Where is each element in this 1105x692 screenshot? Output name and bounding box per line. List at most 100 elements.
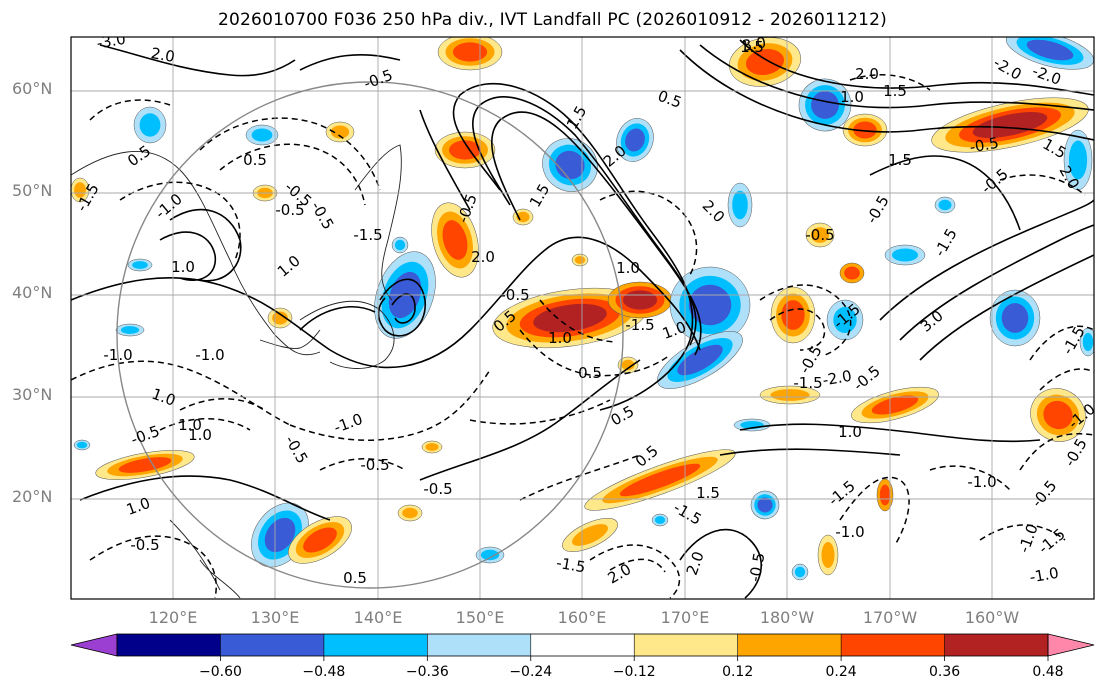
divergence-patch	[1043, 400, 1073, 430]
lat-label-50: 50°N	[12, 181, 52, 200]
colorbar-bin	[944, 634, 1049, 656]
contour-dashed	[609, 558, 666, 573]
divergence-patch	[619, 463, 701, 497]
contour-label: 1.0	[548, 329, 572, 347]
contour-solid	[739, 39, 1094, 96]
contour-dashed	[179, 398, 266, 411]
divergence-patch	[938, 199, 952, 211]
colorbar-tick-label: 0.48	[1032, 664, 1063, 680]
lon-label-180w: 180°W	[760, 608, 815, 627]
contour-dashed	[199, 117, 381, 191]
contour-label: -0.5	[130, 536, 159, 554]
contour-dashed	[219, 143, 366, 206]
contour-label: -1.5	[353, 226, 382, 244]
divergence-patch	[251, 128, 273, 142]
lon-axis: 120°E 130°E 140°E 150°E 160°E 170°E 180°…	[149, 608, 1020, 627]
divergence-patch	[811, 91, 839, 119]
divergence-patch	[879, 484, 891, 506]
colorbar-tick-label: −0.60	[199, 664, 242, 680]
contour-label: 1.0	[838, 423, 862, 441]
contour-dashed	[759, 284, 852, 356]
lon-label-120e: 120°E	[149, 608, 198, 627]
contour-dashed	[519, 329, 671, 377]
colorbar-tick-label: −0.12	[613, 664, 656, 680]
divergence-patch	[452, 42, 488, 62]
contour-label: 0.5	[578, 364, 602, 382]
colorbar-bin	[220, 634, 325, 656]
contour-label: -0.5	[360, 456, 389, 474]
contour-dashed	[929, 465, 1011, 491]
contour-solid	[79, 475, 331, 521]
contour-solid	[377, 278, 426, 337]
colorbar-tick-label: 0.24	[826, 664, 857, 680]
divergence-patch	[1082, 332, 1094, 352]
contour-label: 1.5	[883, 82, 907, 100]
contour-solid	[99, 44, 296, 77]
contour-label: 1.0	[840, 88, 864, 106]
contour-solid	[299, 306, 376, 331]
divergence-patch	[272, 311, 288, 325]
contour-label: -0.5	[423, 480, 452, 498]
colorbar-over-arrow	[1047, 633, 1095, 657]
contour-label: -3.0	[95, 30, 127, 53]
colorbar-under-arrow	[70, 633, 118, 657]
contour-label: -0.5	[275, 201, 304, 219]
contour-label: -1.0	[967, 473, 996, 491]
contour-solid	[679, 528, 762, 599]
contour-label: -1.0	[195, 346, 224, 364]
contour-label: 3.0	[741, 33, 768, 55]
lon-label-170e: 170°E	[661, 608, 710, 627]
contour-dashed	[159, 418, 251, 431]
lon-label-150e: 150°E	[456, 608, 505, 627]
divergence-patch	[833, 307, 857, 333]
contour-label: 1.0	[188, 426, 212, 444]
contour-dashed	[849, 74, 931, 91]
contour-label: -1.5	[793, 374, 822, 392]
divergence-patch	[1068, 140, 1088, 180]
lat-label-40: 40°N	[12, 283, 52, 302]
contour-solid	[169, 208, 242, 282]
divergence-patch	[533, 303, 607, 333]
chart-title: 2026010700 F036 250 hPa div., IVT Landfa…	[218, 10, 887, 30]
contour-label: 2.0	[855, 65, 879, 83]
contour-solid	[679, 49, 1094, 141]
contour-solid	[869, 155, 1021, 231]
colorbar-bin	[427, 634, 532, 656]
colorbar-tick-label: −0.36	[406, 664, 449, 680]
contour-dashed	[119, 181, 241, 261]
colorbar-bin	[530, 634, 635, 656]
ivt-contours	[71, 39, 1094, 599]
contour-dashed	[539, 299, 616, 343]
divergence-patch	[574, 256, 586, 264]
contour-solid	[919, 254, 1094, 361]
contour-label: 1.0	[171, 258, 195, 276]
contour-solid	[419, 109, 471, 211]
contour-dashed	[89, 535, 217, 599]
lon-label-160w: 160°W	[965, 608, 1020, 627]
contour-solid	[391, 293, 416, 324]
contour-label: -1.5	[555, 554, 587, 577]
divergence-shading	[71, 37, 1094, 581]
divergence-patch	[303, 527, 337, 553]
contour-label: -0.5	[746, 551, 769, 583]
divergence-patch	[132, 261, 148, 269]
divergence-patch	[264, 517, 296, 553]
contour-solid	[329, 236, 701, 369]
divergence-patch	[625, 128, 645, 152]
divergence-patch	[1001, 303, 1029, 333]
divergence-patch	[853, 121, 877, 139]
divergence-patch	[118, 457, 172, 473]
contour-label: 1.0	[178, 416, 202, 434]
divergence-patch	[572, 524, 608, 546]
divergence-patch	[794, 566, 806, 578]
colorbar-bin	[323, 634, 428, 656]
contour-dashed	[1029, 325, 1094, 361]
contour-label: 1.5	[696, 484, 720, 502]
contour-solid	[490, 111, 702, 356]
divergence-patch	[1026, 39, 1074, 61]
divergence-patch	[622, 290, 658, 310]
graticule	[71, 37, 1094, 599]
contour-label: 1.5	[888, 151, 912, 169]
contour-dashed	[469, 399, 611, 425]
